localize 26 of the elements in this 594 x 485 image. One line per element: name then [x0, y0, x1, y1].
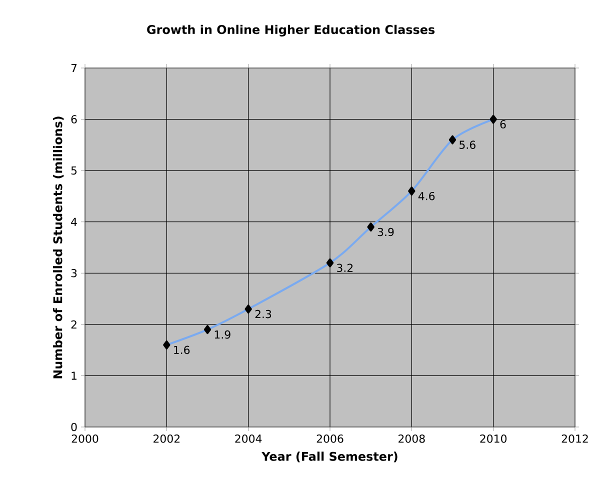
- data-label: 6: [500, 120, 506, 128]
- x-axis-title: Year (Fall Semester): [262, 452, 398, 462]
- y-tick-label: 7: [71, 64, 77, 72]
- data-label: 1.9: [214, 330, 230, 339]
- x-tick-label: 2008: [398, 434, 425, 443]
- y-tick-label: 6: [71, 115, 77, 124]
- y-tick-label: 1: [72, 372, 76, 380]
- y-tick-label: 5: [71, 166, 77, 175]
- data-label: 5.6: [460, 140, 476, 149]
- x-tick-label: 2000: [72, 434, 98, 443]
- x-tick-label: 2004: [235, 434, 262, 443]
- y-axis-title: Number of Enrolled Students (millions): [53, 116, 64, 378]
- data-label: 3.2: [337, 264, 353, 272]
- x-tick-label: 2006: [316, 434, 344, 443]
- y-tick-label: 4: [71, 218, 77, 226]
- chart-title: Growth in Online Higher Education Classes: [147, 24, 435, 36]
- data-label: 1.6: [174, 346, 190, 354]
- data-label: 4.6: [418, 192, 435, 200]
- y-tick-label: 2: [71, 320, 76, 328]
- data-label: 3.9: [378, 228, 394, 236]
- y-tick-label: 0: [71, 422, 77, 432]
- y-tick-label: 3: [71, 269, 77, 278]
- x-tick-label: 2002: [154, 434, 180, 443]
- x-tick-label: 2010: [480, 434, 507, 443]
- data-label: 2.3: [255, 310, 272, 318]
- x-tick-label: 2012: [562, 434, 588, 443]
